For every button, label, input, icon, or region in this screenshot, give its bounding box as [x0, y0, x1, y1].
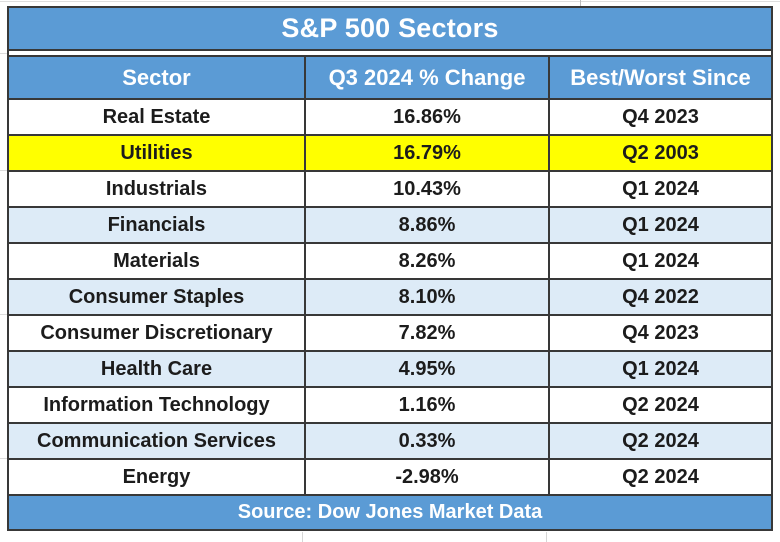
since-cell: Q1 2024 — [548, 172, 771, 206]
gridline-artifact — [546, 532, 547, 542]
since-cell: Q4 2022 — [548, 280, 771, 314]
gridline-artifact — [580, 0, 581, 6]
table-row: Financials 8.86% Q1 2024 — [9, 208, 771, 244]
sector-cell: Energy — [122, 465, 191, 488]
since-cell: Q1 2024 — [548, 244, 771, 278]
spacer-row — [9, 51, 771, 57]
change-cell: 1.16% — [304, 388, 548, 422]
since-cell: Q2 2024 — [548, 424, 771, 458]
table-row: Materials 8.26% Q1 2024 — [9, 244, 771, 280]
table-row: Health Care 4.95% Q1 2024 — [9, 352, 771, 388]
change-cell: 4.95% — [304, 352, 548, 386]
sector-cell: Financials — [107, 213, 206, 236]
table-title: S&P 500 Sectors — [9, 8, 771, 51]
sector-cell: Real Estate — [102, 105, 211, 128]
gridline-artifact — [0, 314, 7, 315]
change-cell: 8.26% — [304, 244, 548, 278]
gridline-artifact — [0, 1, 780, 2]
gridline-artifact — [0, 458, 7, 459]
change-cell: 16.86% — [304, 100, 548, 134]
change-cell: 8.10% — [304, 280, 548, 314]
table-row: Communication Services 0.33% Q2 2024 — [9, 424, 771, 460]
gridline-artifact — [0, 170, 7, 171]
change-cell: -2.98% — [304, 460, 548, 494]
table-row: Consumer Staples 8.10% Q4 2022 — [9, 280, 771, 316]
column-header-sector: Sector — [122, 64, 191, 90]
sector-cell: Communication Services — [37, 429, 276, 452]
sector-cell: Materials — [113, 249, 200, 272]
table-row: Utilities 16.79% Q2 2003 — [9, 136, 771, 172]
source-footer: Source: Dow Jones Market Data — [9, 496, 771, 529]
sector-cell: Industrials — [105, 177, 208, 200]
since-cell: Q2 2003 — [548, 136, 771, 170]
table-body: Real Estate 16.86% Q4 2023 Utilities 16.… — [9, 100, 771, 496]
since-cell: Q1 2024 — [548, 208, 771, 242]
table-row: Energy -2.98% Q2 2024 — [9, 460, 771, 496]
header-row: Sector Q3 2024 % Change Best/Worst Since — [9, 57, 771, 100]
table-row: Real Estate 16.86% Q4 2023 — [9, 100, 771, 136]
column-header-since: Best/Worst Since — [548, 57, 771, 98]
since-cell: Q2 2024 — [548, 388, 771, 422]
sector-cell: Consumer Staples — [68, 285, 245, 308]
since-cell: Q4 2023 — [548, 100, 771, 134]
table-row: Information Technology 1.16% Q2 2024 — [9, 388, 771, 424]
since-cell: Q2 2024 — [548, 460, 771, 494]
change-cell: 0.33% — [304, 424, 548, 458]
since-cell: Q1 2024 — [548, 352, 771, 386]
change-cell: 16.79% — [304, 136, 548, 170]
sector-cell: Information Technology — [43, 393, 270, 416]
gridline-artifact — [302, 532, 303, 542]
sector-cell: Health Care — [100, 357, 213, 380]
table-row: Consumer Discretionary 7.82% Q4 2023 — [9, 316, 771, 352]
change-cell: 7.82% — [304, 316, 548, 350]
sector-cell: Consumer Discretionary — [40, 321, 273, 344]
sector-cell: Utilities — [120, 141, 193, 164]
change-cell: 8.86% — [304, 208, 548, 242]
since-cell: Q4 2023 — [548, 316, 771, 350]
column-header-change: Q3 2024 % Change — [304, 57, 548, 98]
sp500-sectors-table: S&P 500 Sectors Sector Q3 2024 % Change … — [7, 6, 773, 531]
table-row: Industrials 10.43% Q1 2024 — [9, 172, 771, 208]
change-cell: 10.43% — [304, 172, 548, 206]
gridline-artifact — [0, 53, 7, 54]
